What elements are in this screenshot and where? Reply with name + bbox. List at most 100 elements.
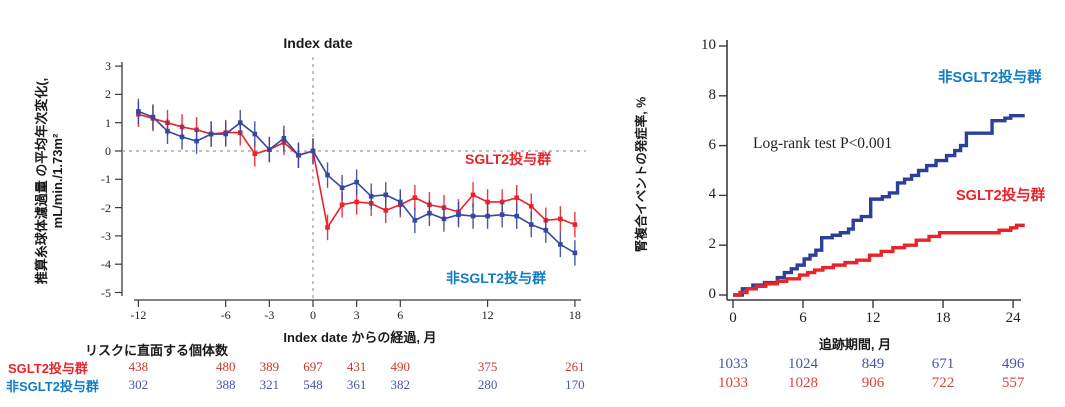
right-y-axis-label-text: 腎複合イベントの発症率, % — [634, 96, 649, 253]
left-x-tick-label: 18 — [568, 308, 581, 322]
right-sglt2-series-label: SGLT2投与群 — [956, 188, 1046, 204]
right-y-tick-label: 2 — [708, 236, 717, 253]
at-risk-count: 388 — [215, 377, 236, 392]
at-risk-count: 382 — [390, 377, 411, 392]
at-risk-count: 548 — [303, 377, 323, 392]
left-x-tick-label: 0 — [310, 308, 316, 322]
non-sglt2-marker — [572, 250, 578, 256]
non-sglt2-marker — [223, 131, 228, 137]
at-risk-table-title: リスクに直面する個体数 — [85, 343, 229, 358]
right-x-tick-label: 18 — [935, 310, 951, 326]
left-x-tick-label: 12 — [481, 308, 494, 322]
at-risk-count: 170 — [565, 377, 585, 392]
right-y-tick-label: 0 — [708, 286, 717, 302]
non-sglt2-marker — [528, 222, 534, 227]
left-y-tick-label: -4 — [101, 257, 111, 272]
non-sglt2-marker — [441, 216, 447, 222]
left-x-tick-label: -6 — [220, 308, 231, 322]
at-risk-count: 490 — [390, 359, 411, 374]
sglt2-marker — [485, 199, 490, 205]
right-y-tick-label: 4 — [708, 186, 717, 203]
log-rank-annotation: Log-rank test P<0.001 — [753, 135, 893, 152]
at-risk-count: 375 — [477, 359, 498, 374]
left-x-axis-label: Index date からの経過, 月 — [283, 330, 437, 345]
right-x-tick-label: 0 — [729, 310, 737, 326]
non-sglt2-marker — [150, 114, 156, 120]
sglt2-km-curve — [733, 223, 1025, 297]
right-at-risk-count: 1033 — [718, 356, 748, 372]
non-sglt2-marker — [252, 131, 258, 137]
non-sglt2-marker — [383, 192, 389, 198]
left-x-tick-label: -12 — [130, 308, 147, 322]
non-sglt2-marker — [136, 109, 141, 114]
at-risk-count: 431 — [346, 359, 367, 374]
non-sglt2-marker — [398, 199, 403, 205]
sglt2-marker — [558, 216, 563, 222]
right-x-tick-label: 12 — [865, 310, 881, 326]
at-risk-count: 280 — [477, 377, 498, 392]
left-y-tick-label: 3 — [105, 59, 111, 74]
non-sglt2-marker — [485, 213, 490, 219]
left-y-tick-label: 1 — [105, 115, 111, 130]
right-at-risk-count: 1033 — [718, 375, 748, 391]
at-risk-count: 321 — [259, 377, 280, 392]
left-y-tick-label: 0 — [105, 144, 111, 158]
right-at-risk-count: 1024 — [788, 356, 819, 372]
right-at-risk-count: 671 — [931, 356, 955, 372]
right-y-tick-label: 6 — [708, 136, 717, 153]
left-y-tick-label: 2 — [105, 87, 111, 102]
at-risk-count: 261 — [565, 359, 585, 374]
sglt2-marker — [572, 222, 578, 227]
non-sglt2-marker — [325, 172, 330, 178]
right-at-risk-count: 906 — [861, 375, 885, 391]
right-non-sglt2-series-label: 非SGLT2投与群 — [938, 70, 1042, 86]
non-sglt2-marker — [514, 213, 519, 219]
sglt2-marker — [383, 208, 389, 213]
at-risk-row-label-sglt2: SGLT2投与群 — [8, 361, 88, 376]
non-sglt2-marker — [543, 227, 549, 233]
non-sglt2-marker — [165, 128, 170, 134]
non-sglt2-marker — [194, 138, 199, 144]
sglt2-marker — [354, 199, 359, 205]
sglt2-marker — [339, 202, 345, 208]
left-y-axis-label: 推算糸球体濾過量 の平均年次変化(, mL/min./1.73m² — [34, 51, 66, 311]
non-sglt2-marker — [281, 135, 287, 141]
left-y-tick-label: -1 — [101, 172, 111, 187]
at-risk-count: 480 — [215, 359, 236, 374]
non-sglt2-marker — [354, 179, 359, 185]
left-y-tick-label: -3 — [101, 228, 111, 243]
non-sglt2-marker — [296, 152, 301, 158]
at-risk-row-label-non-sglt2: 非SGLT2投与群 — [6, 379, 99, 394]
non-sglt2-marker — [339, 185, 345, 191]
sglt2-marker — [470, 192, 476, 198]
left-sglt2-series-label: SGLT2投与群 — [465, 151, 552, 167]
left-x-tick-label: 3 — [353, 308, 360, 322]
non-sglt2-km-curve — [733, 114, 1025, 297]
left-non-sglt2-series-label: 非SGLT2投与群 — [446, 270, 547, 286]
at-risk-count: 361 — [346, 377, 367, 392]
left-x-tick-label: -3 — [264, 308, 275, 322]
right-x-axis-label: 追跡期間, 月 — [818, 337, 892, 352]
left-x-tick-label: 6 — [397, 308, 404, 322]
sglt2-marker — [514, 195, 519, 200]
non-sglt2-marker — [179, 134, 185, 140]
non-sglt2-marker — [427, 210, 432, 216]
right-y-tick-label: 8 — [708, 86, 717, 103]
left-y-tick-label: -5 — [101, 285, 111, 300]
sglt2-marker — [528, 203, 534, 209]
at-risk-count: 438 — [128, 359, 149, 374]
non-sglt2-marker — [470, 213, 476, 219]
right-y-axis-label: 腎複合イベントの発症率, % — [631, 65, 650, 285]
at-risk-count: 302 — [128, 377, 149, 392]
right-at-risk-count: 849 — [861, 356, 885, 372]
left-y-tick-label: -2 — [101, 200, 111, 215]
non-sglt2-marker — [267, 147, 272, 152]
sglt2-marker — [252, 151, 258, 157]
non-sglt2-marker — [456, 212, 461, 217]
right-at-risk-count: 1028 — [788, 375, 819, 391]
right-y-tick-label: 10 — [701, 37, 716, 53]
right-x-tick-label: 6 — [799, 310, 807, 326]
at-risk-count: 697 — [303, 359, 323, 374]
